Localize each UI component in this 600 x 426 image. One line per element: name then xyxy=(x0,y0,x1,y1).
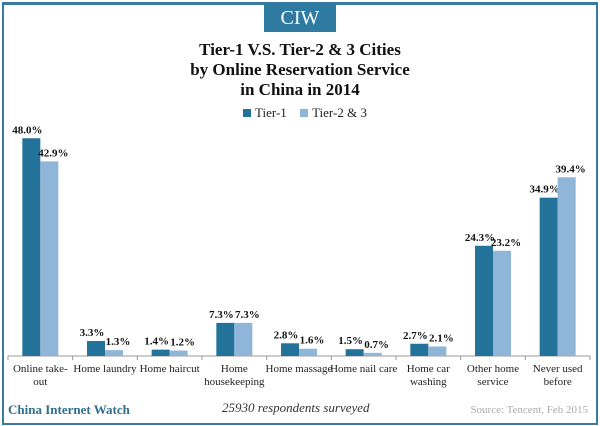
bar-tier1 xyxy=(151,349,170,356)
data-label: 2.1% xyxy=(429,332,454,344)
legend-swatch-tier1 xyxy=(243,109,252,117)
bar-tier23 xyxy=(299,348,317,356)
data-label: 0.7% xyxy=(364,339,389,351)
bar-tier1 xyxy=(281,343,299,356)
bar-tier23 xyxy=(493,250,511,356)
category-label: Online take- xyxy=(13,363,68,375)
title-line-3: in China in 2014 xyxy=(240,80,360,99)
legend-swatch-tier23 xyxy=(300,109,309,117)
bar-tier1 xyxy=(216,322,235,356)
category-label: Home laundry xyxy=(73,363,137,375)
data-label: 1.4% xyxy=(144,336,169,348)
category-label: Home xyxy=(221,363,248,375)
source-note: Source: Tencent, Feb 2015 xyxy=(470,404,588,416)
category-label: Never used xyxy=(533,363,583,375)
data-label: 1.5% xyxy=(338,335,363,347)
category-label: Home massage xyxy=(266,363,333,375)
bar-tier23 xyxy=(428,346,447,356)
category-label: Home car xyxy=(407,363,450,375)
category-label: before xyxy=(544,376,572,388)
category-label: Home nail care xyxy=(330,363,397,375)
bar-tier23 xyxy=(169,350,188,356)
title-line-1: Tier-1 V.S. Tier-2 & 3 Cities xyxy=(199,40,401,59)
chart-title: Tier-1 V.S. Tier-2 & 3 Cities by Online … xyxy=(0,40,600,100)
bar-tier1 xyxy=(410,343,429,356)
respondents-note: 25930 respondents surveyed xyxy=(222,400,370,415)
bar-tier23 xyxy=(105,350,123,356)
category-label: Home haircut xyxy=(140,363,200,375)
category-label: housekeeping xyxy=(204,376,265,388)
bar-tier1 xyxy=(345,349,364,356)
data-label: 7.3% xyxy=(235,309,260,321)
brand-label: China Internet Watch xyxy=(8,402,130,417)
ciw-logo: CIW xyxy=(264,4,336,32)
data-label: 2.7% xyxy=(403,330,428,342)
bar-tier23 xyxy=(40,161,59,356)
bar-tier1 xyxy=(539,197,558,356)
data-label: 1.6% xyxy=(300,335,325,347)
data-label: 23.2% xyxy=(491,237,521,249)
title-line-2: by Online Reservation Service xyxy=(190,60,410,79)
category-label: out xyxy=(33,376,47,388)
bar-tier1 xyxy=(22,138,41,356)
bar-tier23 xyxy=(234,322,253,356)
data-label: 1.2% xyxy=(170,337,195,349)
data-label: 24.3% xyxy=(465,232,495,244)
category-label: washing xyxy=(410,376,447,388)
bar-tier23 xyxy=(363,352,382,356)
data-label: 3.3% xyxy=(80,327,105,339)
bar-tier1 xyxy=(87,341,105,356)
data-label: 39.4% xyxy=(556,163,586,175)
category-label: service xyxy=(477,376,508,388)
data-label: 1.3% xyxy=(106,336,131,348)
legend-label-tier1: Tier-1 xyxy=(255,105,287,120)
data-label: 7.3% xyxy=(209,309,234,321)
bar-tier23 xyxy=(557,177,576,356)
legend: Tier-1 Tier-2 & 3 xyxy=(0,105,600,121)
data-label: 48.0% xyxy=(12,124,42,136)
data-label: 42.9% xyxy=(38,147,68,159)
legend-label-tier23: Tier-2 & 3 xyxy=(312,105,367,120)
data-label: 34.9% xyxy=(530,184,560,196)
data-label: 2.8% xyxy=(274,329,299,341)
bar-tier1 xyxy=(475,245,493,356)
category-label: Other home xyxy=(467,363,519,375)
